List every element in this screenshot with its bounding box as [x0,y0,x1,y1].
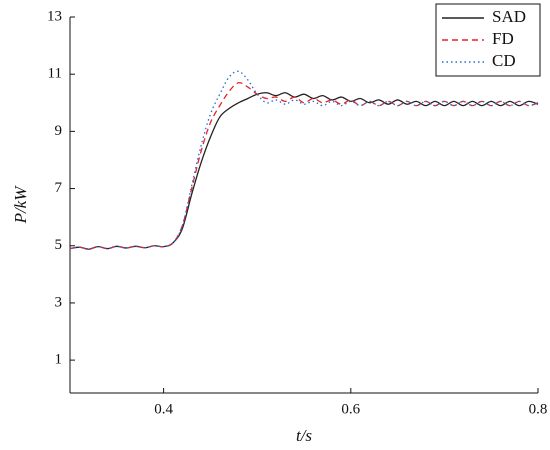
y-tick-label: 5 [55,237,63,253]
line-series [69,70,539,250]
y-tick-label: 9 [55,123,63,139]
legend-label: SAD [492,7,526,26]
y-tick-label: 13 [47,8,62,24]
y-tick-label: 1 [55,352,63,368]
legend-label: CD [492,51,516,70]
legend-label: FD [492,29,514,48]
x-tick-label: 0.4 [154,401,173,417]
x-tick-label: 0.8 [529,401,548,417]
line-series [69,82,539,250]
y-tick-label: 3 [55,294,63,310]
line-series [69,92,539,250]
y-axis-label: P/kW [11,185,30,225]
y-tick-label: 11 [48,66,62,82]
y-tick-label: 7 [55,180,63,196]
x-tick-label: 0.6 [341,401,360,417]
x-axis-label: t/s [296,426,312,445]
